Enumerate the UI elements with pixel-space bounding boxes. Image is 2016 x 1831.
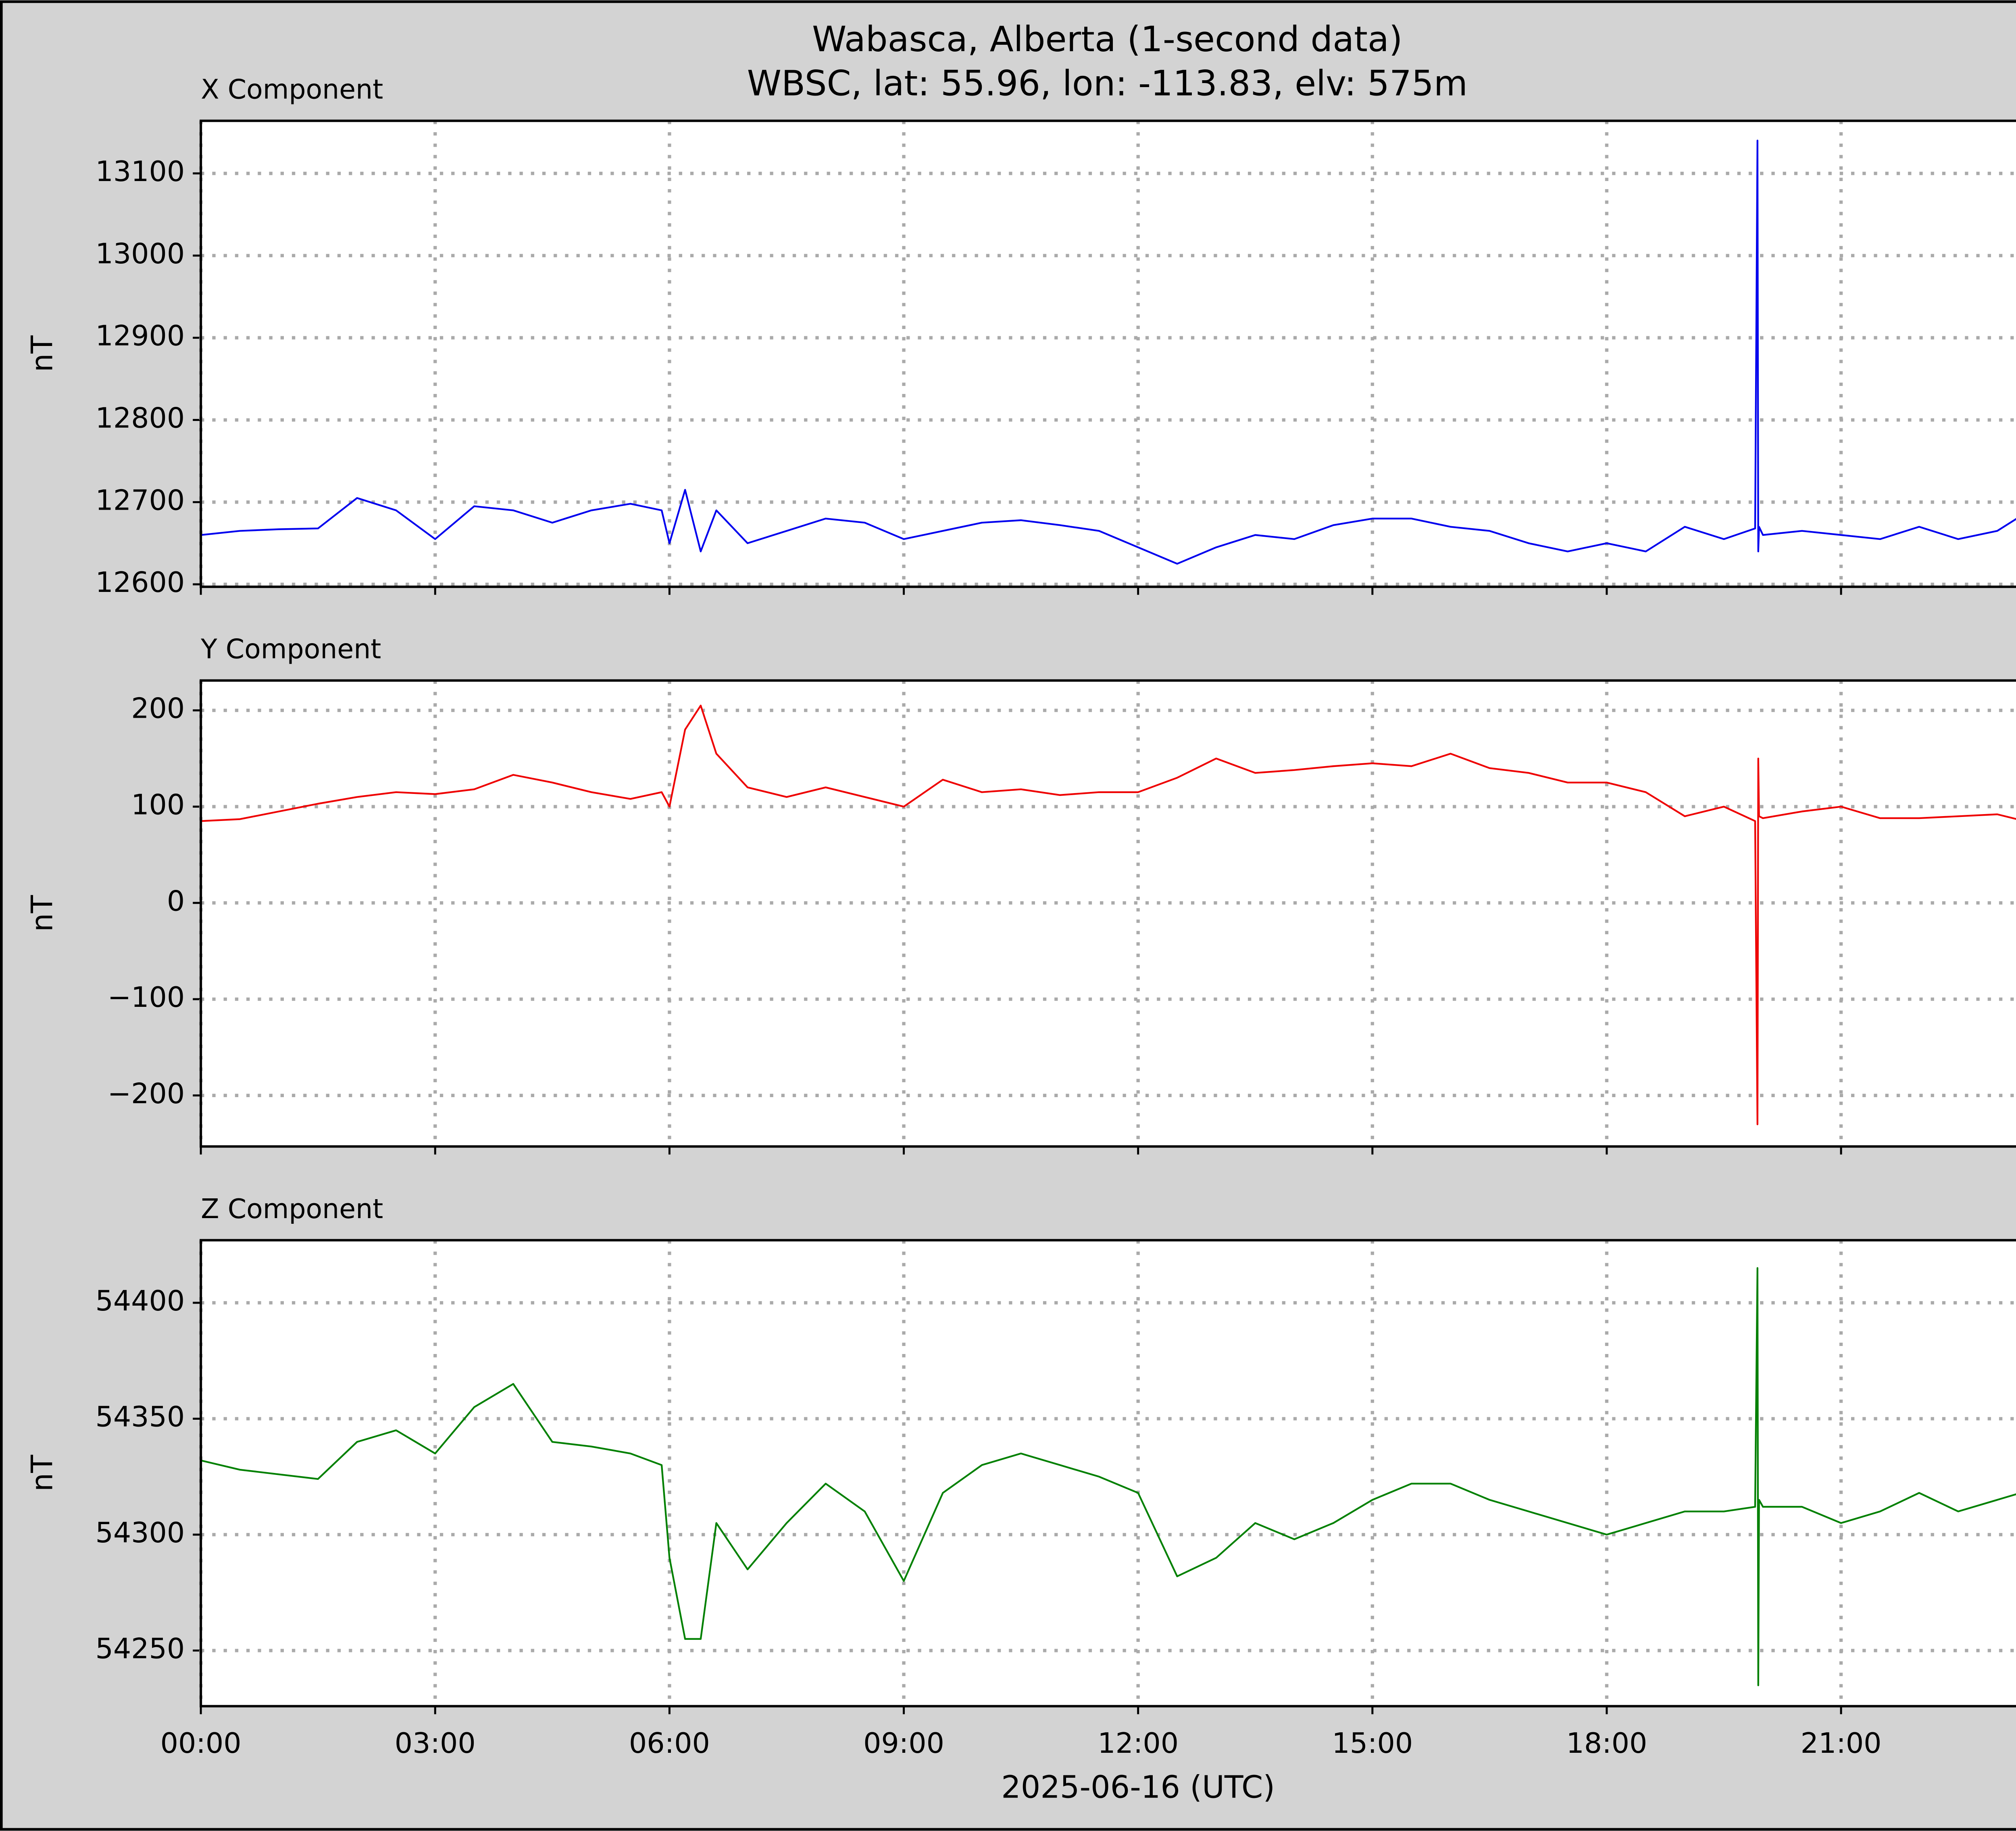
data-line bbox=[200, 1267, 2016, 1686]
y-tick-label: 100 bbox=[131, 789, 185, 821]
y-tick-label: −100 bbox=[108, 981, 185, 1014]
data-line bbox=[201, 704, 2016, 1125]
x-tick-label: 15:00 bbox=[1332, 1727, 1413, 1760]
x-tick-label: 21:00 bbox=[1801, 1727, 1882, 1760]
figure-title: Wabasca, Alberta (1-second data) bbox=[812, 19, 1403, 60]
y-tick-label: 200 bbox=[131, 692, 185, 725]
y-tick-label: −200 bbox=[108, 1077, 185, 1110]
plot-area bbox=[201, 1240, 2016, 1706]
y-tick-label: 54400 bbox=[95, 1285, 185, 1317]
panel-title: Y Component bbox=[200, 633, 381, 665]
y-tick-label: 54300 bbox=[95, 1516, 185, 1549]
x-tick-label: 09:00 bbox=[863, 1727, 944, 1760]
y-tick-label: 12600 bbox=[95, 566, 185, 599]
plot-area bbox=[201, 680, 2016, 1147]
y-tick-label: 12800 bbox=[95, 402, 185, 435]
x-tick-label: 00:00 bbox=[160, 1727, 242, 1760]
panel-title: X Component bbox=[201, 74, 383, 105]
y-tick-label: 54350 bbox=[95, 1401, 185, 1433]
data-line bbox=[200, 140, 2016, 565]
y-axis-label: nT bbox=[25, 335, 60, 372]
plot-area bbox=[201, 121, 2016, 587]
y-tick-label: 54250 bbox=[95, 1632, 185, 1665]
plot-frame bbox=[200, 679, 2016, 1148]
x-tick-label: 18:00 bbox=[1566, 1727, 1647, 1760]
y-tick-label: 12900 bbox=[95, 320, 185, 352]
figure-subtitle: WBSC, lat: 55.96, lon: -113.83, elv: 575… bbox=[747, 64, 1468, 104]
y-axis-label: nT bbox=[25, 1455, 60, 1491]
y-tick-label: 0 bbox=[167, 885, 185, 917]
x-axis-label: 2025-06-16 (UTC) bbox=[1001, 1769, 1275, 1805]
y-tick-label: 13100 bbox=[95, 155, 185, 188]
x-tick-label: 03:00 bbox=[395, 1727, 476, 1760]
y-tick-label: 13000 bbox=[95, 237, 185, 270]
x-tick-label: 06:00 bbox=[629, 1727, 710, 1760]
plot-frame bbox=[200, 119, 2016, 588]
y-axis-label: nT bbox=[25, 895, 60, 932]
plot-frame bbox=[200, 1239, 2016, 1708]
panel-title: Z Component bbox=[201, 1193, 383, 1225]
x-tick-label: 12:00 bbox=[1098, 1727, 1179, 1760]
y-tick-label: 12700 bbox=[95, 484, 185, 517]
